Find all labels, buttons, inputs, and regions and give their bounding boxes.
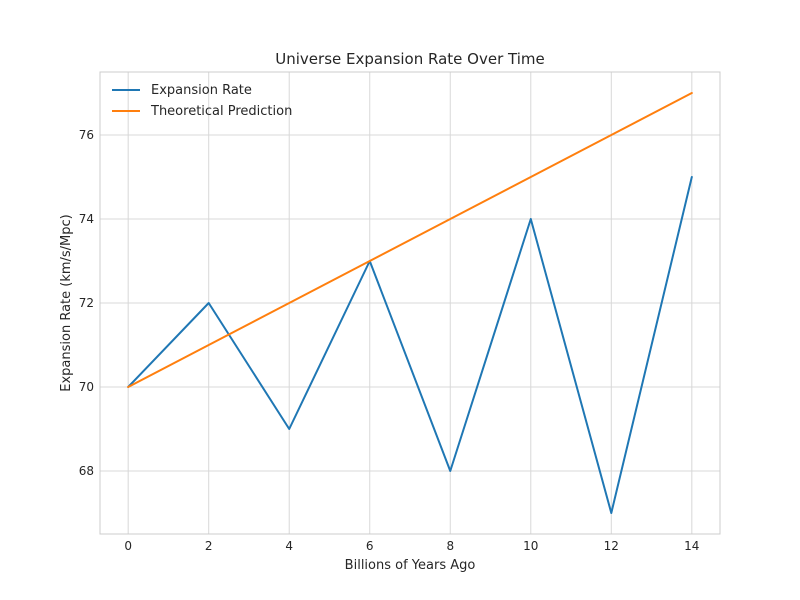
series-line-0 bbox=[127, 176, 693, 514]
legend-label: Theoretical Prediction bbox=[150, 104, 292, 119]
y-tick-label: 68 bbox=[79, 464, 94, 478]
x-tick-label: 2 bbox=[205, 539, 213, 553]
legend: Expansion Rate Theoretical Prediction bbox=[112, 83, 292, 119]
x-tick-label: 0 bbox=[124, 539, 132, 553]
x-tick-label: 4 bbox=[285, 539, 293, 553]
y-tick-label: 74 bbox=[79, 212, 94, 226]
grid bbox=[100, 72, 720, 534]
y-axis-title: Expansion Rate (km/s/Mpc) bbox=[59, 214, 74, 392]
chart-title: Universe Expansion Rate Over Time bbox=[275, 50, 544, 68]
x-tick-label: 6 bbox=[366, 539, 374, 553]
series-line-1 bbox=[127, 92, 693, 388]
y-tick-label: 76 bbox=[79, 128, 94, 142]
x-tick-label: 12 bbox=[604, 539, 619, 553]
legend-label: Expansion Rate bbox=[151, 83, 252, 98]
x-tick-label: 14 bbox=[684, 539, 699, 553]
x-axis-title: Billions of Years Ago bbox=[345, 558, 476, 573]
y-tick-label: 70 bbox=[79, 380, 94, 394]
series-layer bbox=[127, 92, 693, 514]
x-tick-label: 8 bbox=[446, 539, 454, 553]
plot-frame bbox=[99, 71, 721, 535]
x-tick-label: 10 bbox=[523, 539, 538, 553]
y-tick-label: 72 bbox=[79, 296, 94, 310]
